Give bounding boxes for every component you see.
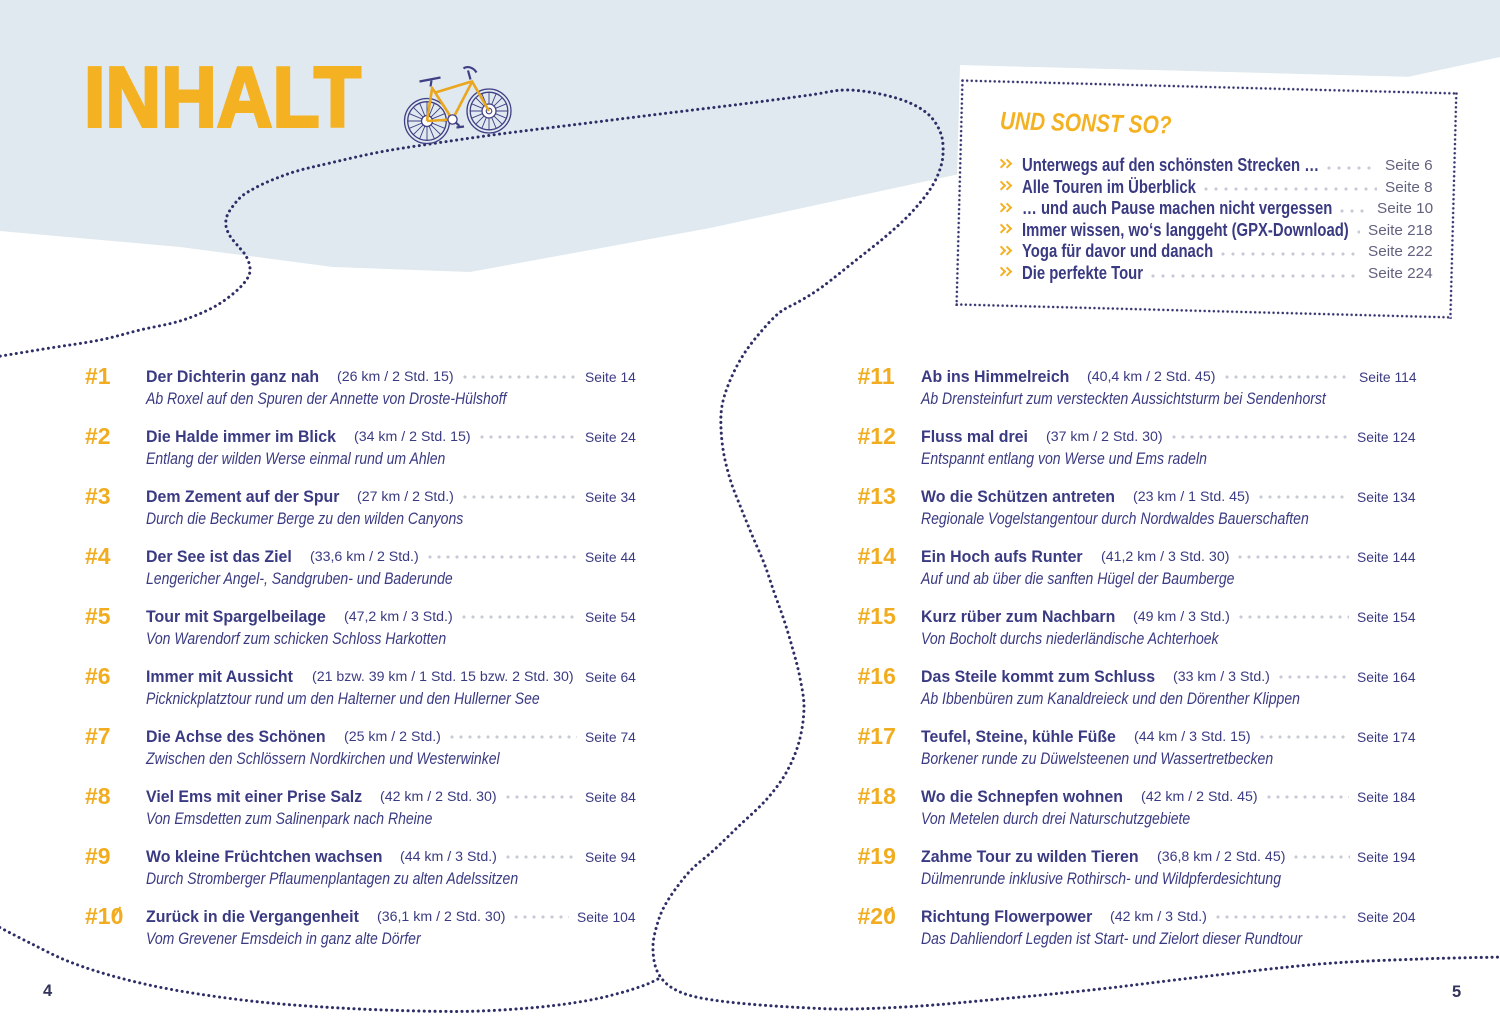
svg-text:INHALT: INHALT (84, 51, 361, 146)
